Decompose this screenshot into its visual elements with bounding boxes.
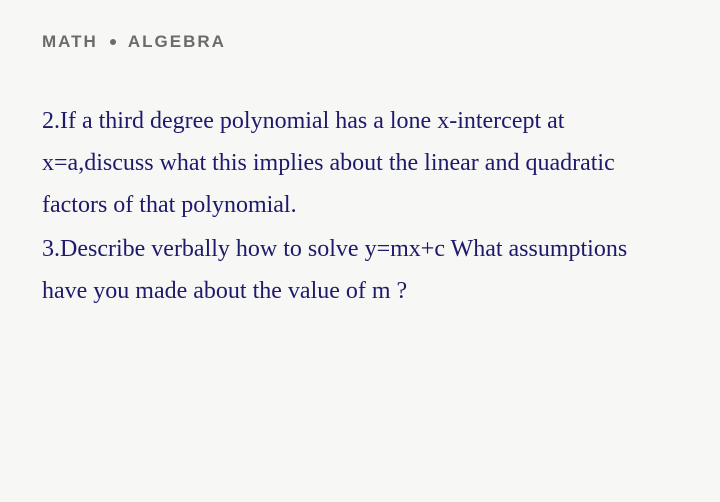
breadcrumb: MATH ALGEBRA [42, 32, 678, 52]
dot-separator-icon [110, 39, 116, 45]
question-2: 2.If a third degree polynomial has a lon… [42, 100, 678, 226]
question-3: 3.Describe verbally how to solve y=mx+c … [42, 228, 678, 312]
breadcrumb-category[interactable]: MATH [42, 32, 98, 52]
breadcrumb-subcategory[interactable]: ALGEBRA [128, 32, 226, 52]
question-body: 2.If a third degree polynomial has a lon… [42, 100, 678, 312]
